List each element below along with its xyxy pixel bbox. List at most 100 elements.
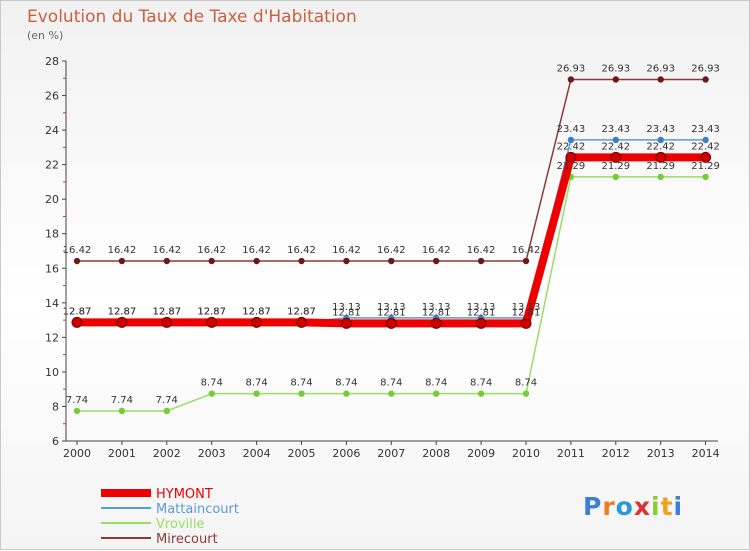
- data-point-vroville: [163, 407, 170, 415]
- data-label-mattaincourt: 13.13: [332, 302, 361, 313]
- data-point-hymont: [206, 316, 218, 328]
- data-point-mirecourt: [118, 257, 126, 265]
- data-label-mirecourt: 16.42: [467, 245, 496, 256]
- data-point-hymont: [520, 317, 532, 329]
- data-point-vroville: [298, 390, 305, 397]
- data-label-vroville: 8.74: [201, 378, 223, 389]
- data-label-vroville: 8.74: [290, 378, 312, 389]
- data-point-mirecourt: [73, 257, 81, 265]
- y-tick-label: 22: [45, 159, 59, 172]
- data-label-mirecourt: 16.42: [332, 245, 361, 256]
- data-label-mirecourt: 16.42: [242, 245, 271, 256]
- data-label-hymont: 22.42: [691, 141, 720, 152]
- data-point-vroville: [118, 407, 126, 415]
- y-tick-label: 12: [45, 331, 59, 344]
- legend-label-mirecourt: Mirecourt: [156, 532, 218, 547]
- data-point-mirecourt: [253, 257, 260, 265]
- data-label-mirecourt: 26.93: [691, 63, 720, 74]
- data-point-hymont: [161, 316, 173, 328]
- x-tick-label: 2013: [647, 447, 675, 460]
- data-label-mirecourt: 26.93: [601, 63, 630, 74]
- data-label-vroville: 8.74: [335, 378, 357, 389]
- x-tick-label: 2010: [512, 447, 540, 460]
- data-label-mattaincourt: 12.87: [242, 306, 271, 317]
- x-tick-label: 2012: [602, 447, 630, 460]
- y-tick-label: 16: [45, 262, 59, 275]
- data-label-hymont: 22.42: [601, 141, 630, 152]
- x-tick-label: 2009: [467, 447, 495, 460]
- data-label-mattaincourt: 12.87: [108, 306, 137, 317]
- data-label-mirecourt: 16.42: [108, 245, 137, 256]
- data-label-hymont: 12.87: [108, 306, 137, 317]
- logo-letter: x: [633, 492, 651, 521]
- data-label-mattaincourt: 13.13: [512, 302, 541, 313]
- data-label-hymont: 12.81: [512, 307, 541, 318]
- data-label-hymont: 22.42: [557, 141, 586, 152]
- data-point-vroville: [253, 390, 260, 397]
- data-label-hymont: 12.87: [152, 306, 181, 317]
- y-tick-label: 10: [45, 366, 59, 379]
- data-label-vroville: 21.29: [646, 161, 675, 172]
- data-point-mirecourt: [343, 257, 350, 265]
- data-label-mattaincourt: 23.43: [646, 124, 675, 135]
- data-label-mirecourt: 16.42: [512, 245, 541, 256]
- data-point-mattaincourt: [567, 136, 575, 144]
- data-label-vroville: 7.74: [111, 395, 133, 406]
- data-point-vroville: [433, 390, 440, 397]
- x-tick-label: 2008: [422, 447, 450, 460]
- series-line-hymont: [77, 153, 706, 328]
- data-label-mirecourt: 16.42: [377, 245, 406, 256]
- x-tick-label: 2003: [198, 447, 226, 460]
- data-point-hymont: [610, 151, 622, 163]
- data-point-hymont: [296, 316, 307, 328]
- data-label-vroville: 8.74: [380, 378, 402, 389]
- data-point-hymont: [655, 151, 667, 163]
- data-point-hymont: [475, 317, 487, 329]
- data-point-vroville: [388, 390, 395, 397]
- data-point-mattaincourt: [657, 136, 664, 144]
- data-label-vroville: 8.74: [245, 378, 267, 389]
- data-label-hymont: 12.81: [377, 307, 406, 318]
- proxiti-logo: Proxiti: [583, 492, 683, 521]
- data-point-hymont: [71, 316, 83, 328]
- data-point-mirecourt: [567, 76, 575, 83]
- x-tick-label: 2011: [557, 447, 585, 460]
- data-label-hymont: 12.87: [242, 306, 271, 317]
- y-tick-label: 14: [45, 297, 59, 310]
- data-label-mirecourt: 16.42: [152, 245, 181, 256]
- data-label-vroville: 21.29: [601, 161, 630, 172]
- data-point-vroville: [208, 390, 215, 397]
- data-label-mirecourt: 26.93: [646, 63, 675, 74]
- data-label-mirecourt: 16.42: [197, 245, 226, 256]
- legend-label-mattaincourt: Mattaincourt: [156, 502, 239, 517]
- data-point-vroville: [522, 390, 530, 397]
- data-label-mattaincourt: 13.13: [377, 302, 406, 313]
- data-label-mattaincourt: 23.43: [557, 124, 586, 135]
- data-label-mattaincourt: 12.87: [152, 306, 181, 317]
- data-label-hymont: 12.87: [287, 306, 316, 317]
- legend-label-hymont: HYMONT: [156, 487, 213, 502]
- chart-title: Evolution du Taux de Taxe d'Habitation: [27, 7, 357, 27]
- data-label-mirecourt: 16.42: [422, 245, 451, 256]
- data-label-vroville: 21.29: [691, 161, 720, 172]
- logo-letter: r: [602, 492, 616, 521]
- data-label-hymont: 22.42: [646, 141, 675, 152]
- logo-letter: o: [615, 492, 634, 521]
- x-tick-label: 2007: [377, 447, 405, 460]
- data-point-mirecourt: [522, 257, 530, 265]
- data-label-mirecourt: 16.42: [63, 245, 92, 256]
- data-label-mattaincourt: 12.87: [287, 306, 316, 317]
- data-label-hymont: 12.81: [467, 307, 496, 318]
- logo-letter: i: [651, 492, 661, 521]
- data-point-hymont: [430, 317, 442, 329]
- data-label-vroville: 8.74: [425, 378, 447, 389]
- legend-label-vroville: Vroville: [156, 517, 204, 532]
- data-point-hymont: [251, 316, 263, 328]
- logo-letter: t: [660, 492, 674, 521]
- data-point-vroville: [477, 390, 485, 397]
- data-point-vroville: [702, 173, 709, 181]
- x-tick-label: 2002: [153, 447, 181, 460]
- data-point-vroville: [343, 390, 350, 397]
- y-tick-label: 18: [45, 228, 59, 241]
